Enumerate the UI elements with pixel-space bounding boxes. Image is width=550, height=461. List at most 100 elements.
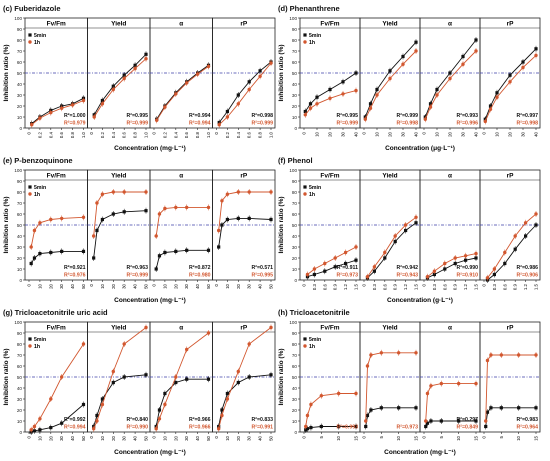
data-point-1h	[396, 351, 401, 355]
y-tick-label: 40	[17, 386, 23, 391]
data-point-1h	[323, 261, 327, 266]
data-point-1h	[372, 265, 377, 269]
data-point-5min	[424, 424, 428, 429]
panel-title: Fv/Fm	[320, 325, 339, 332]
panel-title: rP	[240, 325, 248, 332]
data-point-1h	[516, 353, 521, 357]
r2-label: R²=0.994	[189, 121, 211, 127]
x-axis-label: Concentration (μg·L⁻¹)	[385, 145, 455, 152]
data-point-5min	[474, 38, 478, 42]
x-tick-label: 50	[81, 435, 86, 440]
y-tick-label: 0	[294, 126, 297, 131]
data-point-1h	[343, 250, 348, 255]
x-tick-label: 30	[341, 131, 346, 136]
y-tick-label: 60	[17, 212, 23, 217]
data-point-1h	[100, 102, 105, 106]
data-point-1h	[206, 205, 211, 210]
data-point-5min	[499, 406, 503, 410]
r2-label: R²=0.983	[517, 417, 539, 423]
data-point-5min	[309, 426, 313, 430]
r2-label: R²=0.910	[457, 273, 479, 279]
legend-label: 5min	[34, 337, 46, 343]
y-tick-label: 70	[17, 353, 23, 358]
data-point-5min	[534, 223, 538, 227]
y-tick-label: 70	[292, 353, 298, 358]
data-point-1h	[403, 223, 408, 227]
data-point-1h	[144, 57, 148, 61]
data-point-1h	[133, 66, 137, 71]
x-tick-label: 50	[144, 435, 149, 440]
data-point-1h	[309, 402, 313, 407]
x-tick-label: 0.4	[236, 131, 241, 138]
x-tick-label: 20	[328, 131, 333, 136]
x-tick-label: 10	[37, 435, 42, 440]
data-point-1h	[91, 427, 96, 431]
y-tick-label: 70	[292, 49, 298, 54]
panel-rp: rP 0 10 20 30 40 50 R²=0.833 R²=0.991	[212, 321, 276, 441]
data-point-1h	[81, 98, 86, 103]
data-point-5min	[492, 272, 496, 277]
data-point-1h	[157, 212, 162, 216]
data-point-5min	[225, 391, 229, 396]
r2-label: R²=0.997	[517, 113, 539, 119]
r2-label: R²=0.966	[189, 425, 211, 431]
x-tick-label: 10	[336, 435, 341, 440]
x-tick-label: 0	[214, 283, 219, 286]
series-line-5min	[218, 374, 272, 427]
data-point-1h	[185, 205, 189, 210]
panel-rp: rP 0 5 10 15 R²=0.983 R²=0.964	[479, 321, 541, 441]
x-tick-label: 0.2	[100, 131, 105, 138]
data-point-5min	[508, 73, 512, 77]
data-point-5min	[388, 69, 392, 73]
data-point-5min	[29, 261, 33, 266]
data-point-1h	[303, 113, 307, 117]
x-tick-label: 50	[269, 435, 274, 440]
data-point-1h	[513, 234, 517, 238]
data-point-1h	[308, 106, 313, 110]
panel-title: rP	[240, 21, 248, 28]
y-tick-label: 20	[17, 408, 23, 413]
x-tick-label: 50	[206, 435, 211, 440]
panel-title: α	[448, 21, 452, 28]
legend-marker-5min	[303, 337, 307, 341]
data-point-1h	[155, 118, 159, 123]
r2-label: R²=0.999	[337, 121, 359, 127]
data-point-5min	[100, 98, 104, 103]
x-tick-label: 50	[269, 283, 274, 288]
data-point-1h	[247, 87, 251, 92]
data-point-5min	[303, 109, 307, 114]
panel-title: rP	[507, 21, 515, 28]
panel-: α 0 10 20 30 40 50 R²=0.966 R²=0.966	[149, 321, 213, 441]
data-point-5min	[464, 258, 468, 262]
data-point-5min	[111, 84, 115, 88]
y-tick-label: 40	[292, 386, 298, 391]
data-point-5min	[174, 380, 178, 385]
data-point-1h	[534, 53, 538, 58]
chart-c: (c) Fuberidazole Inhibition ratio (%) Conc…	[3, 4, 276, 152]
data-point-5min	[337, 424, 341, 429]
data-point-5min	[258, 69, 262, 73]
x-tick-label: 0.6	[382, 283, 387, 290]
x-tick-label: 0	[152, 131, 157, 134]
data-point-1h	[174, 92, 178, 96]
panel-title: rP	[507, 173, 515, 180]
r2-label: R²=0.990	[127, 425, 149, 431]
series-line-1h	[155, 332, 209, 429]
y-tick-label: 90	[292, 331, 298, 336]
x-tick-label: 0	[89, 435, 94, 438]
series-line-1h	[156, 66, 209, 121]
legend-label: 5min	[34, 33, 46, 39]
r2-label: R²=0.993	[457, 113, 479, 119]
y-tick-label: 30	[292, 245, 298, 250]
y-tick-label: 80	[17, 342, 23, 347]
r2-label: R²=0.963	[127, 265, 149, 271]
r2-label: R²=0.979	[64, 121, 86, 127]
chart-f: (f) Phenol Inhibition ratio (%) Concentrat…	[278, 156, 541, 304]
data-point-1h	[70, 103, 75, 107]
data-point-1h	[304, 424, 308, 429]
panel-title: Fv/Fm	[47, 21, 66, 28]
data-point-5min	[225, 217, 229, 222]
x-tick-label: 1.5	[414, 283, 419, 290]
r2-label: R²=0.999	[127, 273, 149, 279]
series-line-1h	[487, 213, 537, 279]
